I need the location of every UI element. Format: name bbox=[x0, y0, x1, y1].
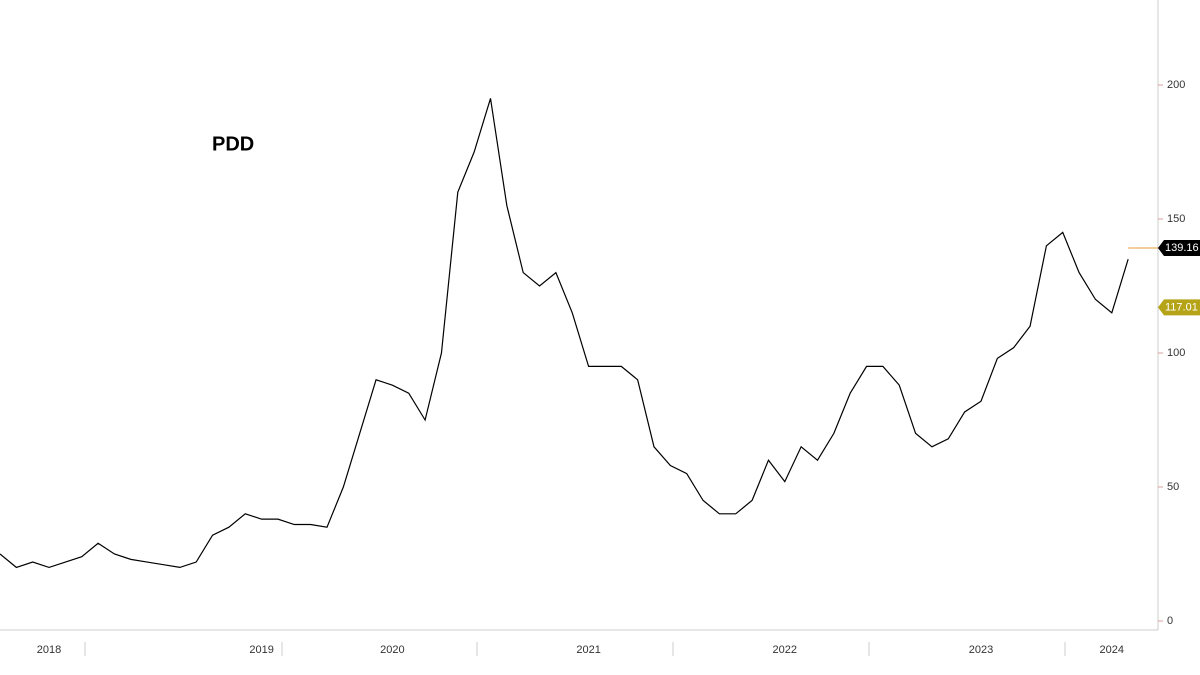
price-line bbox=[0, 98, 1129, 569]
x-tick-label: 2023 bbox=[969, 644, 993, 656]
chart-title: PDD bbox=[212, 133, 254, 155]
y-tick-label: 50 bbox=[1167, 481, 1179, 493]
price-tag bbox=[1158, 240, 1200, 257]
x-tick-label: 2018 bbox=[37, 644, 61, 656]
x-tick-label: 2021 bbox=[576, 644, 600, 656]
x-tick-label: 2022 bbox=[773, 644, 797, 656]
price-tag-label: 139.16 bbox=[1165, 242, 1199, 254]
y-tick-label: 200 bbox=[1167, 79, 1185, 91]
x-tick-label: 2020 bbox=[380, 644, 404, 656]
y-tick-label: 100 bbox=[1167, 347, 1185, 359]
y-tick-label: 0 bbox=[1167, 615, 1173, 627]
price-tag bbox=[1158, 299, 1200, 316]
price-tag-label: 117.01 bbox=[1165, 301, 1198, 313]
x-tick-label: 2019 bbox=[249, 644, 273, 656]
x-tick-label: 2024 bbox=[1100, 644, 1124, 656]
y-tick-label: 150 bbox=[1167, 213, 1185, 225]
year-separators bbox=[84, 642, 1066, 656]
